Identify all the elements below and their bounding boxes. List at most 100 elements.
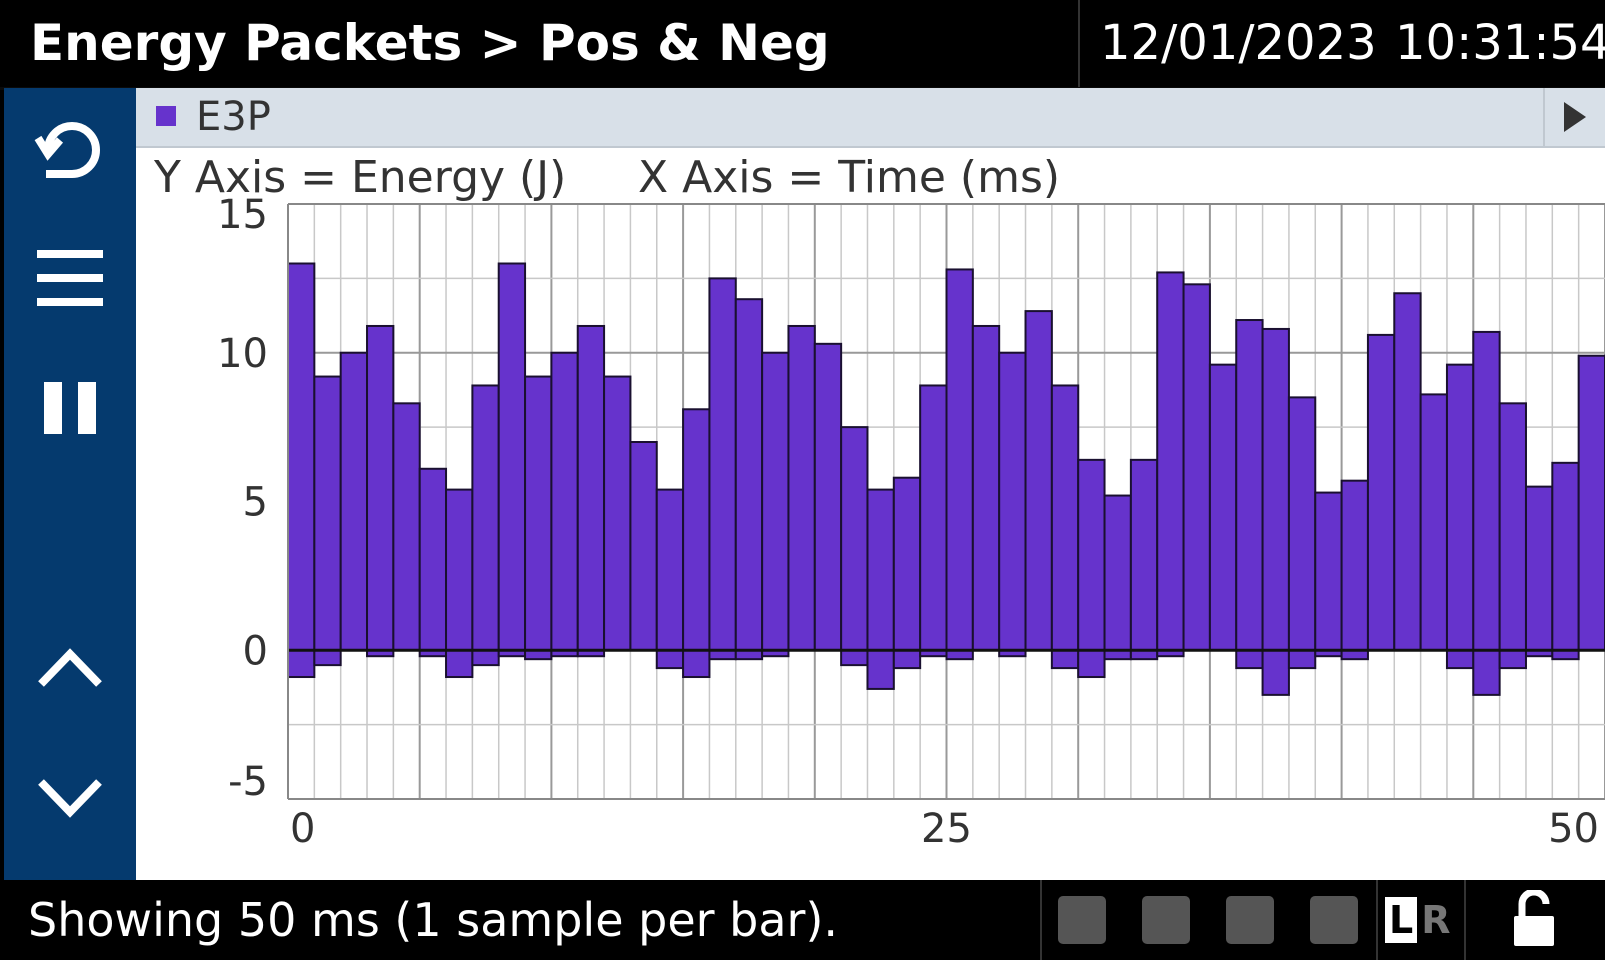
bar-positive — [418, 467, 448, 652]
page-title: Energy Packets > Pos & Neg — [30, 14, 830, 72]
bar-positive — [1577, 354, 1605, 652]
play-right-icon — [1564, 102, 1586, 132]
back-icon — [34, 122, 100, 178]
x-tick-label: 50 — [1548, 806, 1599, 852]
bar-positive — [1024, 310, 1053, 652]
lr-left-label: L — [1385, 897, 1418, 943]
pause-icon — [44, 382, 96, 434]
bar-positive — [1419, 393, 1448, 652]
legend-swatch — [156, 106, 176, 126]
x-axis-label: X Axis = Time (ms) — [638, 152, 1061, 203]
indicator-4 — [1310, 896, 1358, 944]
bar-negative — [1287, 649, 1317, 670]
scroll-up-button[interactable] — [4, 618, 136, 718]
time-display: 10:31:54 — [1395, 15, 1605, 71]
bar-negative — [1077, 649, 1106, 679]
lock-icon[interactable] — [1512, 890, 1556, 948]
bar-positive — [813, 342, 843, 652]
bar-positive — [945, 268, 974, 652]
bar-positive — [1393, 292, 1422, 652]
legend-bar: E3P — [136, 88, 1605, 148]
bar-positive — [524, 375, 553, 652]
pause-button[interactable] — [4, 358, 136, 458]
bar-positive — [1208, 363, 1238, 652]
lr-right-label: R — [1421, 898, 1451, 942]
bar-positive — [840, 426, 869, 652]
bar-negative — [1498, 649, 1527, 670]
bar-positive — [629, 441, 658, 652]
sidebar — [4, 88, 136, 880]
bar-positive — [919, 384, 948, 652]
bar-positive — [497, 262, 527, 652]
bar-positive — [1182, 283, 1211, 652]
bar-positive — [550, 351, 579, 652]
header-divider — [1078, 0, 1080, 87]
status-divider — [1040, 880, 1042, 960]
y-tick-label: 10 — [217, 331, 268, 377]
lr-toggle[interactable]: L R — [1385, 894, 1454, 946]
bar-negative — [866, 649, 895, 690]
bar-positive — [1314, 491, 1343, 652]
bar-positive — [892, 476, 922, 652]
y-tick-label: -5 — [228, 759, 268, 805]
scroll-down-button[interactable] — [4, 748, 136, 848]
bar-negative — [655, 649, 685, 670]
bar-positive — [1103, 494, 1132, 652]
bar-negative — [1050, 649, 1080, 670]
bar-positive — [971, 324, 1001, 652]
x-tick-label: 0 — [290, 806, 315, 852]
bar-positive — [1077, 458, 1106, 652]
date-display: 12/01/2023 — [1100, 15, 1377, 71]
status-divider — [1464, 880, 1466, 960]
status-text: Showing 50 ms (1 sample per bar). — [28, 893, 839, 947]
bar-positive — [603, 375, 632, 652]
bar-positive — [1551, 461, 1580, 652]
bar-positive — [471, 384, 500, 652]
bar-positive — [734, 298, 764, 652]
status-bar: Showing 50 ms (1 sample per bar). L R — [0, 880, 1605, 960]
bar-negative — [1261, 649, 1290, 696]
y-tick-label: 5 — [243, 480, 268, 526]
bar-negative — [471, 649, 500, 667]
bar-negative — [892, 649, 922, 670]
bar-negative — [287, 649, 316, 679]
bar-negative — [445, 649, 474, 679]
top-bar: Energy Packets > Pos & Neg 12/01/2023 10… — [0, 0, 1605, 90]
bar-positive — [366, 324, 395, 652]
bar-positive — [1340, 479, 1369, 652]
bar-positive — [1366, 333, 1396, 652]
bar-positive — [1524, 485, 1554, 652]
back-button[interactable] — [4, 102, 136, 202]
indicator-2 — [1142, 896, 1190, 944]
bar-positive — [866, 488, 895, 652]
bar-negative — [682, 649, 711, 679]
chevron-down-icon — [38, 779, 102, 818]
bar-positive — [1050, 384, 1080, 652]
bar-negative — [1445, 649, 1475, 670]
bar-negative — [1235, 649, 1264, 670]
next-series-button[interactable] — [1543, 88, 1605, 146]
bar-positive — [1287, 396, 1317, 652]
bar-negative — [1472, 649, 1501, 696]
legend-label: E3P — [196, 94, 271, 140]
bar-positive — [1261, 327, 1290, 652]
bar-positive — [1235, 319, 1264, 652]
bar-positive — [287, 262, 316, 652]
y-tick-label: 15 — [217, 192, 268, 238]
bar-positive — [313, 375, 342, 652]
bar-positive — [1156, 271, 1185, 652]
chevron-up-icon — [38, 648, 102, 687]
menu-button[interactable] — [4, 228, 136, 328]
bar-positive — [1498, 402, 1527, 652]
bar-positive — [339, 351, 369, 652]
menu-icon — [37, 250, 103, 306]
bar-positive — [655, 488, 685, 652]
bar-positive — [682, 408, 711, 652]
status-divider — [1376, 880, 1378, 960]
y-axis-label: Y Axis = Energy (J) — [154, 152, 567, 203]
bar-negative — [840, 649, 869, 667]
bar-positive — [576, 324, 606, 652]
x-tick-label: 25 — [921, 806, 972, 852]
bar-positive — [1129, 458, 1159, 652]
